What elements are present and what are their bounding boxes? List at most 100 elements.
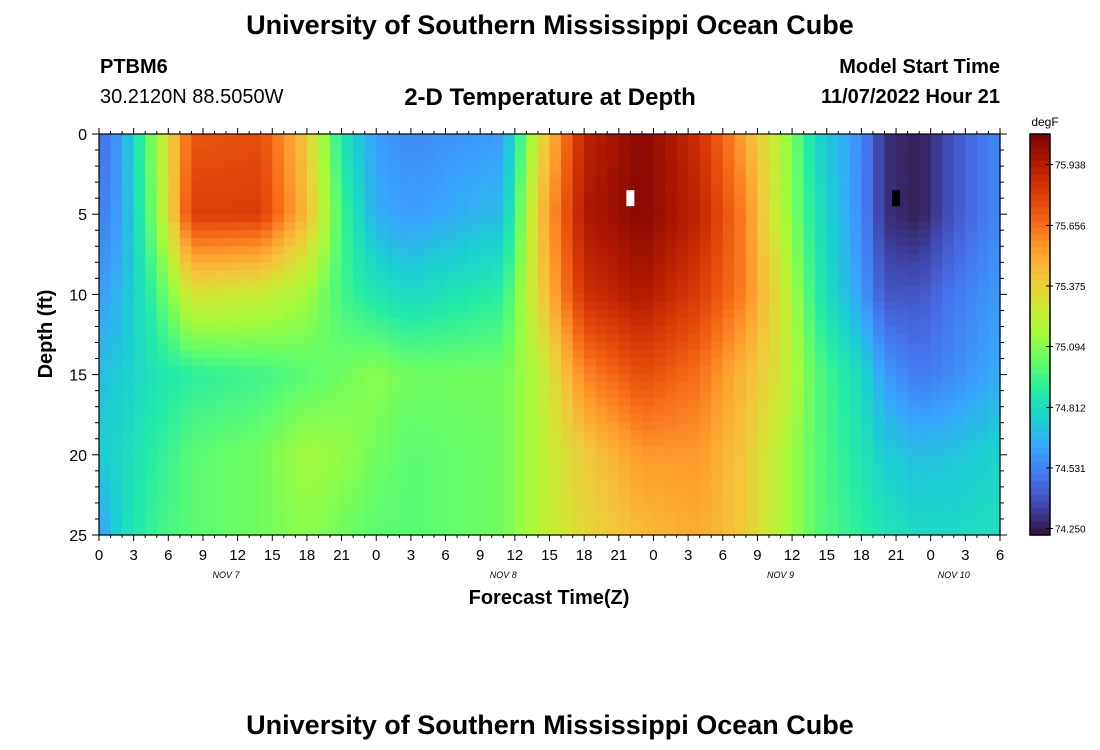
heatmap-cell [734, 182, 747, 191]
heatmap-cell [295, 486, 308, 496]
heatmap-cell [872, 486, 886, 496]
heatmap-cell [665, 286, 678, 295]
heatmap-cell [376, 246, 389, 255]
heatmap-cell [457, 198, 470, 207]
heatmap-cell [930, 518, 943, 528]
heatmap-cell [537, 286, 551, 295]
heatmap-cell [202, 382, 216, 392]
heatmap-cell [179, 286, 193, 295]
colorbar-swatch [1030, 448, 1050, 456]
heatmap-cell [226, 174, 239, 183]
heatmap-cell [953, 246, 966, 255]
heatmap-cell [179, 478, 193, 488]
heatmap-cell [722, 166, 735, 175]
heatmap-cell [156, 310, 169, 320]
heatmap-cell [214, 166, 227, 175]
heatmap-cell [237, 142, 250, 151]
heatmap-cell [792, 318, 805, 328]
heatmap-cell [237, 198, 250, 207]
heatmap-cell [364, 350, 377, 360]
heatmap-cell [133, 326, 146, 336]
heatmap-cell [122, 270, 135, 279]
heatmap-cell [907, 406, 920, 416]
heatmap-cell [803, 454, 816, 464]
heatmap-cell [110, 198, 123, 207]
heatmap-cell [122, 310, 135, 320]
heatmap-cell [156, 510, 169, 520]
heatmap-cell [433, 414, 447, 424]
heatmap-cell [953, 158, 966, 167]
heatmap-cell [792, 238, 805, 247]
heatmap-cell [133, 358, 146, 368]
heatmap-cell [433, 206, 447, 215]
heatmap-cell [387, 278, 400, 287]
heatmap-cell [491, 326, 504, 336]
heatmap-cell [387, 206, 400, 215]
heatmap-cell [607, 246, 620, 255]
heatmap-cell [145, 142, 158, 151]
heatmap-cell [318, 134, 331, 143]
heatmap-cell [387, 454, 400, 464]
heatmap-cell [630, 302, 643, 312]
heatmap-cell [907, 334, 920, 344]
heatmap-cell [226, 278, 239, 287]
heatmap-cell [572, 166, 585, 175]
heatmap-cell [653, 246, 666, 255]
heatmap-cell [260, 318, 273, 328]
heatmap-cell [387, 326, 400, 336]
heatmap-cell [376, 142, 389, 151]
heatmap-cell [191, 390, 204, 400]
heatmap-cell [99, 518, 112, 528]
heatmap-cell [734, 278, 747, 287]
heatmap-cell [376, 334, 389, 344]
heatmap-cell [191, 166, 204, 175]
heatmap-cell [387, 350, 400, 360]
heatmap-cell [318, 278, 331, 287]
heatmap-cell [803, 182, 816, 191]
heatmap-cell [537, 470, 551, 480]
heatmap-cell [110, 510, 123, 520]
heatmap-cell [630, 422, 643, 432]
heatmap-cell [584, 350, 597, 360]
heatmap-cell [872, 230, 886, 239]
heatmap-cell [618, 270, 631, 279]
heatmap-cell [237, 270, 250, 279]
heatmap-cell [260, 526, 273, 536]
heatmap-cell [433, 390, 447, 400]
heatmap-cell [711, 158, 724, 167]
heatmap-cell [330, 302, 343, 312]
heatmap-cell [734, 358, 747, 368]
heatmap-cell [780, 494, 793, 504]
heatmap-cell [780, 182, 793, 191]
heatmap-cell [330, 246, 343, 255]
heatmap-cell [353, 518, 366, 528]
heatmap-cell [965, 422, 978, 432]
x-tick-label: 21 [610, 547, 627, 564]
x-tick-label: 6 [441, 547, 449, 564]
heatmap-cell [665, 486, 678, 496]
heatmap-cell [191, 158, 204, 167]
heatmap-cell [480, 302, 493, 312]
heatmap-cell [503, 246, 516, 255]
heatmap-cell [272, 182, 285, 191]
heatmap-cell [884, 214, 897, 223]
heatmap-cell [734, 222, 747, 231]
heatmap-cell [99, 358, 112, 368]
heatmap-cell [283, 350, 296, 360]
heatmap-cell [665, 502, 678, 512]
heatmap-cell [618, 134, 631, 143]
heatmap-cell [665, 350, 678, 360]
heatmap-cell [457, 166, 470, 175]
heatmap-cell [99, 262, 112, 271]
heatmap-cell [433, 142, 447, 151]
heatmap-cell [734, 422, 747, 432]
heatmap-cell [849, 174, 862, 183]
heatmap-cell [953, 414, 966, 424]
heatmap-cell [422, 222, 435, 231]
heatmap-cell [607, 494, 620, 504]
heatmap-cell [711, 374, 724, 384]
heatmap-cell [976, 334, 990, 344]
heatmap-cell [572, 246, 585, 255]
heatmap-cell [965, 206, 978, 215]
